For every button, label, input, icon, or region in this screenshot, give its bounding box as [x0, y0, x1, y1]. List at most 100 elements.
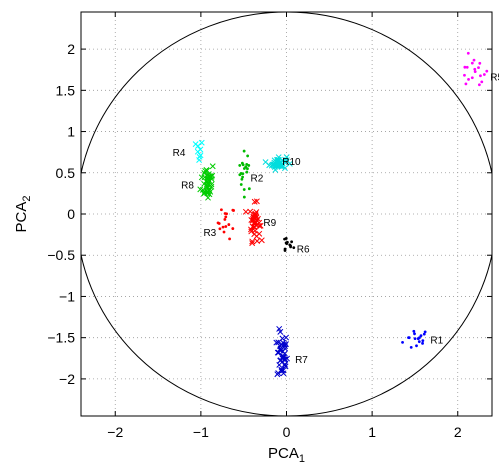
y-tick-label: 2	[67, 41, 75, 57]
data-point	[470, 76, 474, 80]
data-point	[463, 65, 467, 69]
data-point	[278, 368, 285, 375]
cluster-labels: R1 R2 R3 R4 R5 R6 R7 R8 R9 R10	[173, 72, 499, 366]
data-point	[280, 354, 287, 361]
data-point	[473, 67, 477, 71]
data-point	[223, 218, 227, 221]
y-tick-label: 0	[67, 206, 75, 222]
data-point	[423, 330, 427, 334]
data-point	[250, 216, 257, 222]
data-point	[477, 66, 480, 69]
data-point	[480, 80, 484, 84]
data-point	[418, 336, 421, 340]
data-point	[283, 154, 290, 161]
data-point	[228, 237, 232, 241]
cluster-label-r4: R4	[173, 148, 186, 159]
data-point	[281, 350, 288, 357]
data-point	[251, 198, 258, 205]
y-tick-label: 1.5	[56, 82, 76, 98]
data-point	[231, 227, 235, 230]
y-tick-label: −0.5	[47, 247, 75, 263]
data-point	[241, 172, 245, 176]
data-point	[275, 163, 281, 170]
cluster-r3	[216, 208, 235, 241]
data-point	[479, 74, 482, 78]
data-point	[241, 175, 244, 179]
data-point	[246, 167, 249, 171]
data-point	[227, 223, 231, 226]
cluster-r5	[463, 51, 489, 87]
data-point	[282, 158, 289, 165]
data-point	[232, 209, 235, 212]
data-point	[208, 181, 215, 188]
cluster-label-r9: R9	[263, 218, 276, 229]
data-point	[204, 176, 211, 183]
data-point	[421, 339, 425, 343]
data-point	[249, 238, 256, 245]
cluster-label-r7: R7	[295, 355, 308, 366]
cluster-label-r3: R3	[203, 228, 216, 239]
y-tick-label: −2	[59, 371, 75, 387]
x-axis-label: PCA1	[268, 445, 305, 465]
data-point	[284, 237, 288, 240]
cluster-r4	[192, 139, 205, 163]
data-point	[247, 226, 254, 233]
data-point	[245, 170, 249, 174]
data-point	[286, 160, 293, 167]
y-tick-label: −1.5	[47, 330, 75, 346]
data-point	[256, 223, 263, 229]
data-point	[273, 339, 280, 346]
axis-ticks: −2 −1 0 1 2 −2 −1.5 −1 −0.5 0 0.5 1 1.5 2	[47, 12, 492, 440]
cluster-r8	[197, 163, 216, 201]
data-point	[276, 325, 283, 332]
data-point	[415, 344, 418, 348]
data-point	[421, 341, 424, 345]
y-axis-label: PCA2	[13, 196, 33, 233]
cluster-label-r1: R1	[430, 335, 443, 346]
data-point	[218, 227, 222, 231]
data-point	[281, 362, 288, 369]
data-point	[464, 82, 468, 86]
data-point	[247, 187, 251, 191]
data-point	[463, 73, 466, 77]
data-point	[401, 340, 404, 344]
data-point	[198, 174, 205, 181]
data-point	[242, 188, 246, 191]
data-point	[473, 70, 477, 74]
data-point	[257, 222, 264, 229]
data-point	[283, 334, 290, 341]
data-point	[412, 329, 416, 333]
data-point	[419, 334, 423, 337]
cluster-r7	[273, 325, 291, 378]
x-tick-label: −1	[193, 424, 209, 440]
data-point	[206, 191, 213, 198]
data-point	[238, 173, 242, 177]
data-point	[413, 332, 416, 336]
data-point	[221, 225, 225, 229]
y-tick-label: −1	[59, 288, 75, 304]
x-tick-label: 0	[283, 424, 291, 440]
data-point	[239, 183, 243, 186]
data-point	[288, 243, 292, 247]
y-tick-label: 1	[67, 124, 75, 140]
x-tick-label: −2	[107, 424, 123, 440]
data-point	[224, 225, 228, 228]
data-points	[192, 51, 489, 378]
data-point	[254, 238, 261, 245]
data-point	[253, 233, 260, 240]
data-point	[467, 77, 470, 81]
cluster-label-r8: R8	[181, 180, 194, 191]
data-point	[196, 157, 203, 163]
data-point	[275, 349, 282, 356]
data-point	[223, 212, 227, 215]
data-point	[280, 367, 287, 374]
data-point	[247, 208, 254, 215]
data-point	[209, 163, 216, 170]
x-tick-label: 1	[368, 424, 376, 440]
data-point	[249, 223, 256, 230]
data-point	[205, 171, 212, 178]
cluster-label-r5: R5	[490, 72, 499, 83]
data-point	[485, 69, 489, 73]
data-point	[292, 246, 296, 250]
